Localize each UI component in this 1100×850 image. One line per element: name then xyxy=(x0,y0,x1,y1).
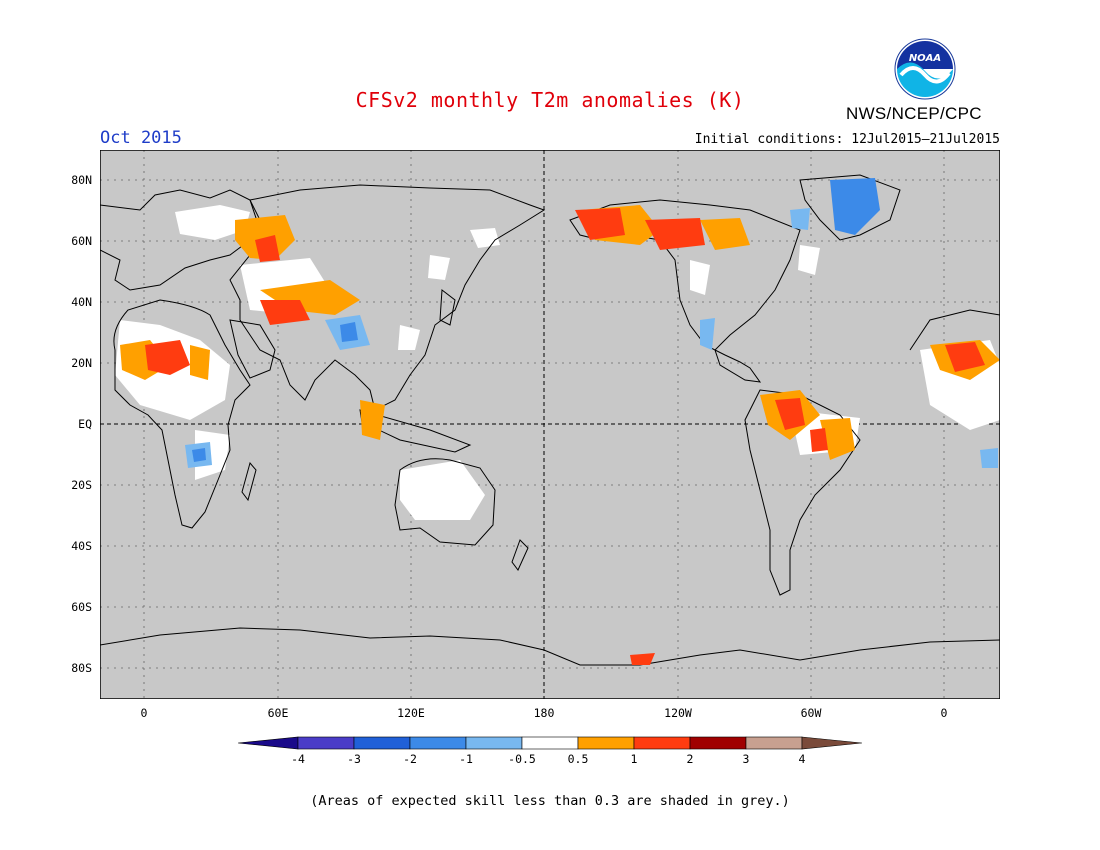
x-tick-label: 120W xyxy=(664,706,692,720)
x-tick-label: 180 xyxy=(533,706,555,720)
colorbar-segment xyxy=(297,736,355,750)
x-tick-label: 0 xyxy=(140,706,148,720)
colorbar-segment xyxy=(745,736,803,750)
y-tick-label: 20N xyxy=(71,356,92,370)
colorbar-segment xyxy=(521,736,579,750)
antarctica-outline xyxy=(100,627,1000,666)
colorbar-segment xyxy=(465,736,523,750)
noaa-logo: NOAA xyxy=(894,38,956,100)
arabia-outline xyxy=(229,319,276,379)
y-tick-label: 20S xyxy=(71,478,92,492)
australia-outline xyxy=(394,458,496,546)
anomaly-map xyxy=(100,150,1000,699)
y-tick-label: 80S xyxy=(71,661,92,675)
colorbar xyxy=(238,736,862,750)
period-label: Oct 2015 xyxy=(100,128,182,148)
colorbar-label: -4 xyxy=(291,752,305,766)
map-title: CFSv2 monthly T2m anomalies (K) xyxy=(355,88,745,112)
colorbar-segment xyxy=(409,736,467,750)
colorbar-label: -3 xyxy=(347,752,361,766)
new-zealand-outline xyxy=(511,539,529,571)
agency-label: NWS/NCEP/CPC xyxy=(846,104,982,123)
footnote: (Areas of expected skill less than 0.3 a… xyxy=(310,793,790,809)
anomaly-1-to-2 xyxy=(145,208,985,665)
colorbar-label: 2 xyxy=(686,752,694,766)
colorbar-label: -0.5 xyxy=(508,752,536,766)
y-tick-label: 60N xyxy=(71,234,92,248)
colorbar-segment xyxy=(353,736,411,750)
colorbar-segment xyxy=(633,736,691,750)
madagascar-outline xyxy=(241,461,257,502)
colorbar-label: 0.5 xyxy=(567,752,589,766)
colorbar-upper-triangle xyxy=(801,736,862,750)
y-tick-label: 40S xyxy=(71,539,92,553)
colorbar-label: 3 xyxy=(742,752,750,766)
colorbar-label: 4 xyxy=(798,752,806,766)
y-tick-label: 80N xyxy=(71,173,92,187)
anomaly-neg1-to-neg0.5 xyxy=(185,208,998,468)
y-tick-label: EQ xyxy=(78,417,92,431)
colorbar-lower-triangle xyxy=(238,736,299,750)
western-africa-repeat-outline xyxy=(909,309,1000,351)
africa-outline xyxy=(113,299,251,529)
x-tick-label: 60W xyxy=(800,706,822,720)
x-tick-label: 0 xyxy=(940,706,948,720)
initial-conditions-label: Initial conditions: 12Jul2015–21Jul2015 xyxy=(694,132,1000,147)
x-tick-label: 60E xyxy=(267,706,289,720)
anomaly-neg2-to-neg1 xyxy=(192,178,880,462)
colorbar-label: -2 xyxy=(403,752,417,766)
y-tick-label: 40N xyxy=(71,295,92,309)
colorbar-label: -1 xyxy=(459,752,473,766)
japan-outline xyxy=(439,289,456,326)
logo-lettering: NOAA xyxy=(909,53,941,64)
colorbar-segment xyxy=(689,736,747,750)
x-tick-label: 120E xyxy=(397,706,425,720)
y-tick-label: 60S xyxy=(71,600,92,614)
colorbar-segment xyxy=(577,736,635,750)
colorbar-label: 1 xyxy=(630,752,638,766)
